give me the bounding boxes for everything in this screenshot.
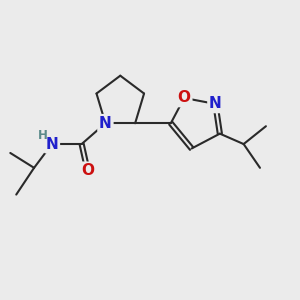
Text: N: N bbox=[209, 96, 222, 111]
Text: N: N bbox=[99, 116, 112, 131]
Text: O: O bbox=[178, 91, 191, 106]
Text: H: H bbox=[38, 129, 47, 142]
Text: O: O bbox=[81, 163, 94, 178]
Text: N: N bbox=[46, 136, 58, 152]
